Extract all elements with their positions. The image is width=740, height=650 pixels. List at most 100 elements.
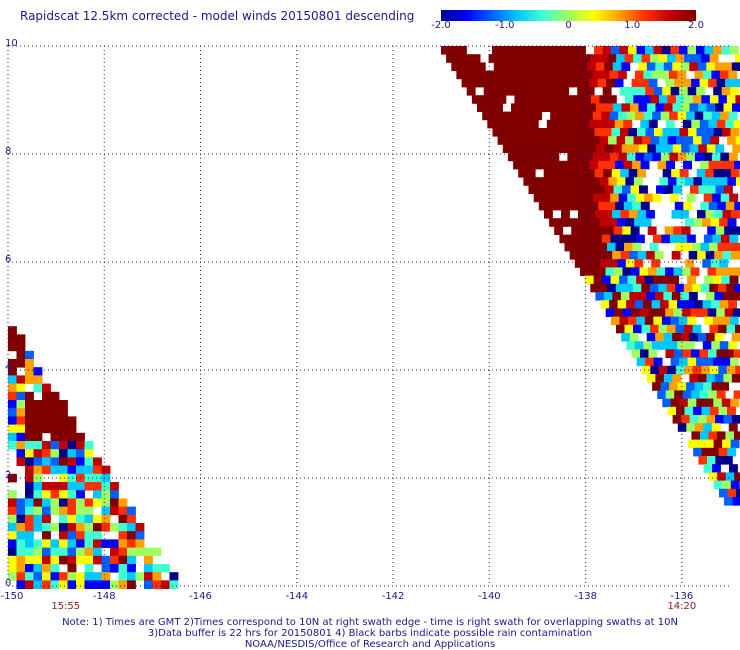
swath-cell [713,398,723,408]
swath-cell [673,226,683,235]
swath-cell [731,374,740,383]
swath-cell [688,128,697,137]
swath-cell [667,406,677,416]
swath-cell [76,441,85,450]
swath-cell [578,251,588,260]
swath-cell [635,193,645,203]
swath-cell [632,242,642,252]
swath-cell [67,424,77,434]
swath-cell [626,152,636,162]
swath-cell [515,70,525,80]
swath-cell [50,449,60,458]
swath-cell [720,382,729,391]
swath-cell [725,349,734,358]
swath-cell [708,472,718,481]
swath-cell [681,103,690,112]
swath-cell [589,119,599,129]
swath-cell [705,128,714,137]
swath-cell [84,482,94,491]
swath-cell [25,572,34,581]
swath-cell [101,580,111,589]
swath-cell [101,490,111,499]
swath-cell [729,193,739,203]
swath-cell [718,365,728,375]
swath-cell [660,300,669,309]
swath-cell [711,300,720,309]
swath-cell [723,374,733,383]
swath-cell [93,490,102,499]
swath-cell [59,498,68,507]
swath-cell [720,234,730,244]
swath-cell [33,449,43,458]
swath-cell [729,275,739,285]
swath-cell [597,78,607,88]
swath-cell [76,555,85,565]
swath-cell [728,152,738,162]
swath-cell [686,382,695,391]
swath-cell [161,564,170,573]
swath-cell [42,391,51,401]
swath-cell [636,46,646,55]
swath-cell [50,482,60,491]
swath-cell [101,498,111,507]
swath-cell [693,447,703,457]
swath-cell [603,169,613,178]
swath-cell [76,572,85,581]
swath-cell [451,62,461,71]
swath-cell [8,342,17,352]
swath-cell [729,234,739,244]
swath-cell [732,415,740,424]
swath-cell [643,300,652,309]
swath-cell [639,308,649,317]
swath-cell [152,547,162,557]
swath-cell [716,267,725,276]
swath-cell [67,473,77,483]
swath-cell [679,398,689,408]
swath-cell [16,350,26,360]
swath-cell [523,136,532,145]
swath-cell [500,87,510,96]
swath-cell [687,316,697,326]
swath-cell [662,87,672,96]
swath-cell [622,185,631,194]
swath-cell [76,580,85,589]
swath-cell [644,193,654,203]
swath-cell [25,367,34,376]
swath-cell [644,275,654,285]
swath-cell [719,300,729,309]
swath-cell [536,62,546,71]
swath-cell [653,275,662,285]
swath-cell [67,457,77,466]
swath-cell [652,234,662,244]
swath-cell [583,259,593,268]
swath-cell [500,46,510,55]
swath-cell [152,572,162,581]
swath-cell [59,490,68,499]
swath-cell [664,226,674,235]
swath-cell [42,441,51,450]
swath-cell [727,447,737,457]
swath-cell [660,111,670,121]
swath-cell [532,70,542,80]
swath-cell [8,326,17,335]
swath-cell [67,465,77,475]
swath-cell [84,441,94,450]
swath-cell [734,242,740,252]
swath-cell [501,128,510,137]
swath-cell [118,506,128,516]
swath-cell [576,193,586,203]
swath-cell [643,70,653,80]
swath-cell [558,70,568,80]
swath-cell [59,416,68,425]
swath-cell [708,349,717,358]
swath-cell [492,128,502,137]
swath-cell [663,62,673,71]
swath-cell [16,555,26,565]
swath-cell [612,62,622,71]
swath-cell [604,62,614,71]
swath-cell [581,160,590,170]
swath-cell [685,341,695,350]
swath-cell [101,555,111,565]
swath-cell [611,169,621,178]
swath-cell [687,398,697,408]
